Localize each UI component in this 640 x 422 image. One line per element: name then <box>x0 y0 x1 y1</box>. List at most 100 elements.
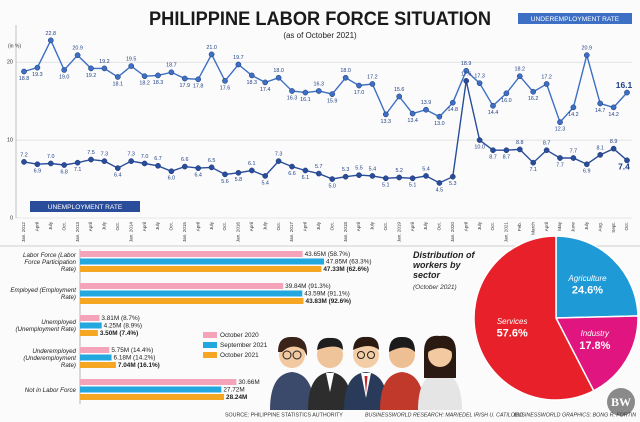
bar <box>80 290 303 297</box>
footer-source: SOURCE: PHILIPPINE STATISTICS AUTHORITY <box>225 412 343 418</box>
data-point <box>74 52 81 59</box>
data-point <box>423 173 429 179</box>
data-point <box>141 73 148 80</box>
y-axis-label: (in %) <box>8 43 21 49</box>
data-point <box>543 147 550 154</box>
data-point <box>463 78 470 84</box>
data-point <box>356 82 362 89</box>
data-label: 7.7 <box>556 162 564 168</box>
data-point <box>128 158 135 164</box>
bar-value-label: 43.83M (92.6%) <box>306 298 351 305</box>
bar <box>80 386 222 393</box>
data-point <box>101 65 108 72</box>
x-tick-label: Jan. 2019 <box>396 222 401 243</box>
data-label: 18.9 <box>461 61 472 67</box>
x-tick-label: Jan. 2015 <box>182 222 187 243</box>
legend-box <box>30 201 140 212</box>
data-label: 7.3 <box>127 152 135 158</box>
bar-value-label: 7.04M (16.1%) <box>118 362 160 369</box>
data-point <box>449 173 456 180</box>
data-label: 18.1 <box>113 81 124 87</box>
data-label: 7.2 <box>20 152 28 158</box>
data-label: 14.7 <box>595 108 606 114</box>
x-tick-label: July <box>262 221 267 230</box>
data-label: 7.0 <box>47 154 55 160</box>
data-label: 5.0 <box>328 183 336 189</box>
x-tick-label: April <box>88 222 93 231</box>
data-point <box>329 91 336 97</box>
logo: BW <box>611 395 631 409</box>
data-point <box>557 119 563 126</box>
bar <box>80 283 284 289</box>
data-label: 5.7 <box>315 164 323 170</box>
data-point <box>275 158 282 164</box>
data-label: 5.4 <box>422 166 430 172</box>
data-point <box>155 72 161 79</box>
data-point <box>436 180 443 186</box>
data-point <box>597 152 604 158</box>
slice-value: 17.8% <box>579 340 610 352</box>
data-point <box>490 102 496 109</box>
x-tick-label: Jan. 2021 <box>504 222 509 243</box>
data-label: 7.3 <box>275 152 283 158</box>
data-label: 5.4 <box>369 166 377 172</box>
data-label: 18.8 <box>19 76 30 82</box>
data-label: 6.9 <box>583 169 591 175</box>
slice-value: 57.6% <box>497 328 528 340</box>
data-label: 7.1 <box>74 167 82 173</box>
data-label: 4.5 <box>436 187 444 193</box>
x-tick-label: Jan. 2016 <box>236 222 241 243</box>
data-label: 7.7 <box>570 148 578 154</box>
data-point <box>315 88 322 94</box>
x-tick-label: Oct. <box>383 222 388 230</box>
data-label: 8.7 <box>503 155 511 161</box>
x-tick-label: Oct. <box>329 222 334 230</box>
x-tick-label: April <box>356 222 361 231</box>
data-point <box>329 176 336 182</box>
series-line <box>23 38 628 124</box>
x-tick-label: Jan. 2020 <box>450 222 455 243</box>
legend-box <box>518 13 632 24</box>
data-label: 7.4 <box>618 162 630 172</box>
data-label: 6.9 <box>34 169 42 175</box>
data-label: 21.0 <box>206 45 217 51</box>
pie-slice <box>473 235 595 401</box>
data-label: 19.2 <box>99 59 110 65</box>
title: PHILIPPINE LABOR FORCE SITUATION <box>149 9 491 30</box>
data-label: 22.8 <box>46 31 57 37</box>
data-point <box>436 113 443 120</box>
data-point <box>342 74 349 81</box>
x-tick-label: July <box>370 221 375 230</box>
data-point <box>423 106 429 113</box>
data-label: 7.0 <box>141 154 149 160</box>
x-tick-label: Sept. <box>611 222 616 233</box>
data-label: 6.0 <box>168 176 176 182</box>
subtitle: (as of October 2021) <box>283 31 357 40</box>
bar-value-label: 6.18M (14.2%) <box>114 355 156 362</box>
data-point <box>47 160 54 167</box>
data-point <box>382 111 389 118</box>
data-point <box>114 165 121 171</box>
bar <box>80 330 98 336</box>
x-tick-label: Oct. <box>437 222 442 230</box>
data-point <box>570 155 577 161</box>
series-line <box>23 80 628 184</box>
data-point <box>61 162 68 168</box>
data-label: 19.2 <box>86 73 97 79</box>
data-point <box>222 171 228 178</box>
x-tick-label: April <box>142 222 147 231</box>
data-point <box>155 162 161 169</box>
legend-swatch <box>203 332 217 338</box>
data-point <box>248 167 255 174</box>
bar-value-label: 30.66M <box>238 379 259 386</box>
data-point <box>463 67 470 74</box>
data-label: 13.9 <box>421 100 432 106</box>
data-point <box>34 161 41 168</box>
x-tick-label: Jan. 2012 <box>21 222 26 243</box>
pie-subtitle: (October 2021) <box>413 284 457 291</box>
x-tick-label: Jan. 2013 <box>75 222 80 243</box>
data-label: 19.5 <box>126 56 137 62</box>
data-point <box>503 90 510 97</box>
